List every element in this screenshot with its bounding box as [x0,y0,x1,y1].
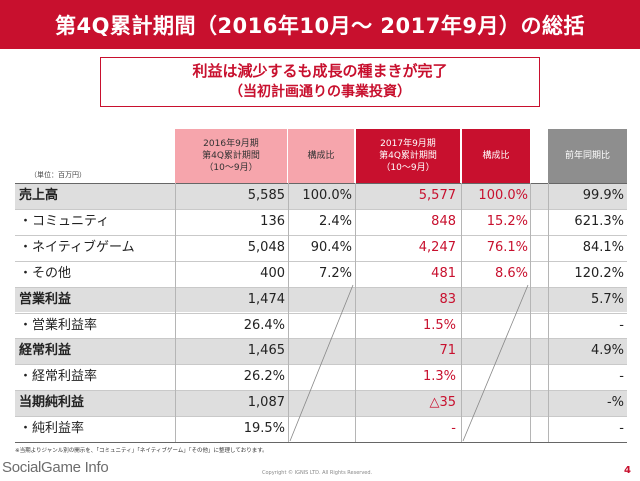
header-curr-period-line-1: 2017年9月期 [380,139,436,149]
prev-ratio: 100.0% [302,188,352,203]
row-label: 当期純利益 [19,395,85,411]
row-divider [15,338,627,340]
yoy-value: 5.7% [590,291,624,307]
header-prev-period-line-2: 第4Q累計期間 [202,151,260,161]
prev-value: 19.5% [243,421,285,437]
table-row: ・コミュニティ 136 2.4% 848 15.2% 621.3% [15,209,627,235]
row-label: 経常利益 [19,343,72,359]
row-label: 営業利益 [19,291,72,307]
prev-value: 26.2% [243,369,285,385]
curr-value: 4,247 [418,239,456,255]
row-label: ・その他 [19,265,72,281]
row-divider [15,286,627,288]
prev-value: 5,048 [247,239,285,255]
row-divider [15,364,627,366]
curr-value: 481 [431,265,456,281]
row-divider [15,260,627,262]
summary-line-2: （当初計画通りの事業投資） [229,84,411,100]
col-divider [548,183,549,442]
yoy-value: 99.9% [582,188,624,203]
prev-value: 136 [260,213,285,229]
row-divider [15,390,627,392]
prev-value: 400 [260,265,285,281]
row-divider [15,234,627,236]
summary-box: 利益は減少するも成長の種まきが完了 （当初計画通りの事業投資） [100,57,540,107]
yoy-value: 120.2% [574,265,624,281]
table-row: ・ネイティブゲーム 5,048 90.4% 4,247 76.1% 84.1% [15,235,627,261]
header-prev-period: 2016年9月期 第4Q累計期間 （10～9月） [175,129,287,183]
yoy-value: -% [606,395,624,411]
header-prev-period-line-3: （10～9月） [204,163,258,173]
table-row: ・営業利益率 26.4% 1.5% - [15,313,627,339]
row-divider [15,416,627,418]
header-curr-period-line-2: 第4Q累計期間 [379,151,437,161]
prev-ratio: 2.4% [318,213,352,229]
header-prev-ratio-label: 構成比 [307,151,335,161]
footnote: ※当期よりジャンル別の開示を、「コミュニティ」「ネイティブゲーム」「その他」に整… [15,448,268,454]
table-row: ・純利益率 19.5% - - [15,416,627,442]
table-row: ・その他 400 7.2% 481 8.6% 120.2% [15,261,627,287]
yoy-value: 4.9% [590,343,624,359]
col-divider [288,183,289,442]
curr-value: 1.3% [422,369,456,385]
copyright: Copyright © IGNIS LTD. All Rights Reserv… [262,470,373,476]
header-curr-ratio-label: 構成比 [482,151,510,161]
curr-value: 5,577 [418,188,456,203]
prev-ratio: 7.2% [318,265,352,281]
curr-value: - [451,421,456,437]
col-divider [175,183,176,442]
curr-ratio: 76.1% [486,239,528,255]
col-divider [530,183,531,442]
row-label: ・コミュニティ [19,213,110,229]
table-row: 経常利益 1,465 71 4.9% [15,338,627,365]
header-yoy: 前年同期比 [548,129,627,183]
row-divider [15,312,627,314]
prev-value: 5,585 [247,188,285,203]
row-label: ・経常利益率 [19,369,98,385]
slide-title: 第4Q累計期間（2016年10月～ 2017年9月）の総括 [0,0,640,49]
table-row: 当期純利益 1,087 △35 -% [15,390,627,417]
prev-ratio: 90.4% [310,239,352,255]
prev-value: 1,087 [247,395,285,411]
row-divider [15,183,627,184]
yoy-value: - [619,317,624,333]
row-label: ・純利益率 [19,421,85,437]
curr-ratio: 15.2% [486,213,528,229]
curr-value: △35 [429,395,456,411]
row-label: ・営業利益率 [19,317,98,333]
table-row: 営業利益 1,474 83 5.7% [15,286,627,313]
curr-value: 1.5% [422,317,456,333]
curr-value: 71 [439,343,456,359]
yoy-value: - [619,369,624,385]
header-yoy-label: 前年同期比 [564,151,610,161]
row-label: 売上高 [19,188,59,203]
curr-ratio: 100.0% [478,188,528,203]
col-divider [355,183,356,442]
header-curr-period-line-3: （10～9月） [381,163,435,173]
prev-value: 26.4% [243,317,285,333]
header-prev-ratio: 構成比 [288,129,354,183]
prev-value: 1,474 [247,291,285,307]
header-prev-period-line-1: 2016年9月期 [203,139,259,149]
curr-value: 83 [439,291,456,307]
page-number: 4 [624,465,631,476]
curr-ratio: 8.6% [494,265,528,281]
prev-value: 1,465 [247,343,285,359]
table-row: ・経常利益率 26.2% 1.3% - [15,364,627,390]
col-divider [461,183,462,442]
table-row: 売上高 5,585 100.0% 5,577 100.0% 99.9% [15,183,627,209]
header-curr-ratio: 構成比 [462,129,530,183]
unit-label: （単位：百万円） [30,171,86,179]
yoy-value: - [619,421,624,437]
row-label: ・ネイティブゲーム [19,239,135,255]
yoy-value: 84.1% [582,239,624,255]
brand-watermark: SocialGame Info [2,459,109,476]
header-curr-period: 2017年9月期 第4Q累計期間 （10～9月） [356,129,460,183]
yoy-value: 621.3% [574,213,624,229]
row-divider [15,442,627,443]
row-divider [15,208,627,210]
curr-value: 848 [431,213,456,229]
summary-line-1: 利益は減少するも成長の種まきが完了 [192,62,448,80]
